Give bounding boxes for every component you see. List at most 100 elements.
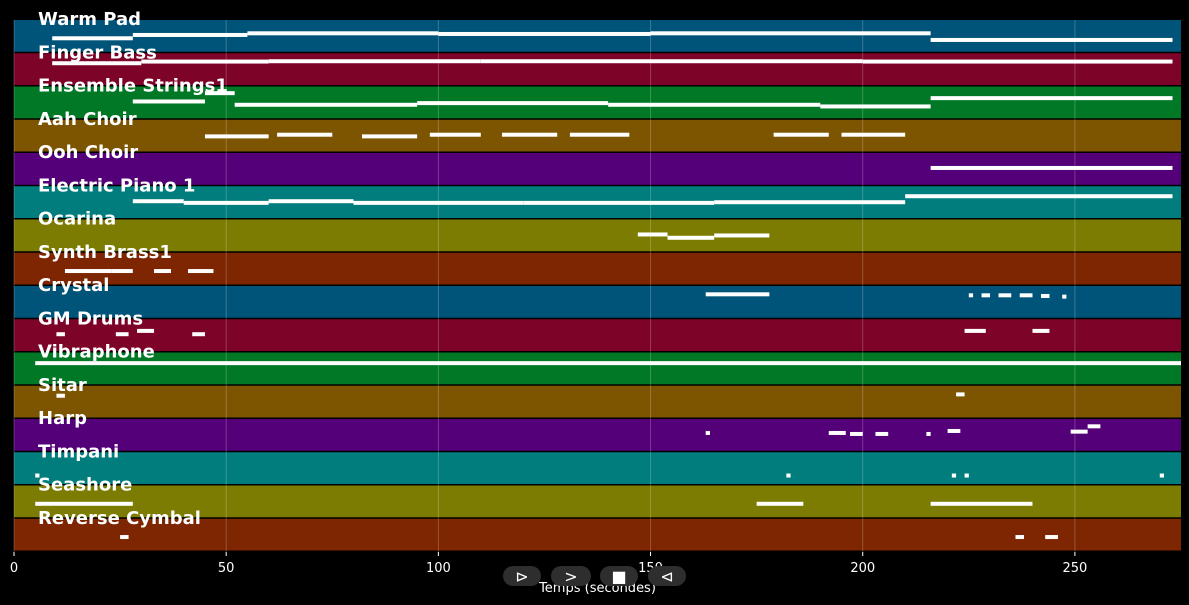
x-tick-label: 200 (850, 561, 875, 576)
track-band (14, 518, 1181, 551)
x-tick-label: 250 (1062, 561, 1087, 576)
note (667, 235, 715, 240)
note (120, 535, 129, 540)
note (154, 269, 172, 274)
note (353, 200, 524, 205)
stop-icon[interactable]: ■ (600, 566, 638, 586)
note (361, 134, 418, 139)
track-band (14, 385, 1181, 418)
note (132, 199, 184, 204)
track-label: Aah Choir (38, 109, 137, 130)
track-label: Timpani (38, 441, 119, 462)
note (183, 200, 269, 205)
track-label: Electric Piano 1 (38, 175, 195, 196)
track-band (14, 319, 1181, 351)
x-tick-label: 50 (218, 561, 235, 576)
track-label: Seashore (38, 475, 132, 496)
note (438, 31, 651, 36)
note (1070, 429, 1088, 434)
note (947, 428, 961, 433)
note (951, 473, 957, 478)
note (1159, 473, 1165, 478)
note (964, 473, 969, 478)
note (930, 96, 1173, 101)
note (523, 200, 715, 205)
note (64, 269, 112, 274)
note (964, 328, 986, 333)
note (875, 431, 889, 436)
note (1040, 293, 1050, 298)
note (56, 393, 65, 398)
note (569, 132, 630, 137)
play-icon[interactable]: ⊳ (503, 566, 541, 586)
note (1015, 535, 1024, 540)
note (956, 392, 965, 397)
track-label: Vibraphone (38, 342, 155, 363)
note (756, 501, 804, 506)
note (714, 233, 770, 238)
note (637, 232, 668, 237)
note (820, 104, 931, 109)
note (862, 59, 1173, 64)
note (981, 293, 991, 298)
note (277, 132, 333, 137)
track-label: Reverse Cymbal (38, 508, 201, 529)
note (786, 473, 791, 478)
track-label: Harp (38, 408, 87, 429)
note (926, 431, 931, 436)
rewind-icon[interactable]: ⊲ (648, 566, 686, 586)
note (930, 165, 1173, 170)
note (1032, 328, 1050, 333)
note (187, 269, 214, 274)
note (35, 361, 1182, 366)
note (714, 200, 906, 205)
track-band (14, 352, 1181, 385)
note (111, 269, 133, 274)
note (35, 501, 133, 506)
note (204, 91, 235, 96)
track-label: Ooh Choir (38, 142, 138, 163)
note (137, 328, 155, 333)
track-band (14, 286, 1181, 318)
note (1019, 293, 1033, 298)
track-label: GM Drums (38, 308, 143, 329)
note (268, 199, 354, 204)
note (1045, 535, 1058, 540)
forward-icon[interactable]: > (551, 566, 591, 586)
track-band (14, 452, 1181, 484)
note (247, 31, 439, 36)
track-label: Sitar (38, 375, 87, 396)
track-label: Crystal (38, 275, 109, 296)
note (268, 59, 481, 64)
track-label: Ensemble Strings1 (38, 76, 228, 97)
note (692, 59, 863, 64)
note (52, 36, 133, 41)
x-tick-label: 0 (10, 561, 18, 576)
note (204, 134, 269, 139)
note (905, 194, 1173, 199)
note (234, 102, 418, 107)
note (132, 99, 205, 104)
note (52, 61, 142, 66)
track-band (14, 219, 1181, 252)
note (1062, 294, 1067, 299)
track-label: Warm Pad (38, 9, 141, 30)
note (192, 332, 205, 337)
note (141, 59, 269, 64)
note (115, 332, 129, 337)
note (35, 473, 40, 478)
note (705, 430, 710, 435)
track-label: Synth Brass1 (38, 242, 172, 263)
note (828, 430, 846, 435)
note (429, 132, 481, 137)
note (650, 31, 931, 36)
note (849, 431, 863, 436)
track-band (14, 53, 1181, 85)
note (502, 132, 558, 137)
note (56, 332, 65, 337)
note (480, 59, 693, 64)
note (968, 293, 974, 298)
note (841, 132, 906, 137)
note (132, 32, 248, 37)
